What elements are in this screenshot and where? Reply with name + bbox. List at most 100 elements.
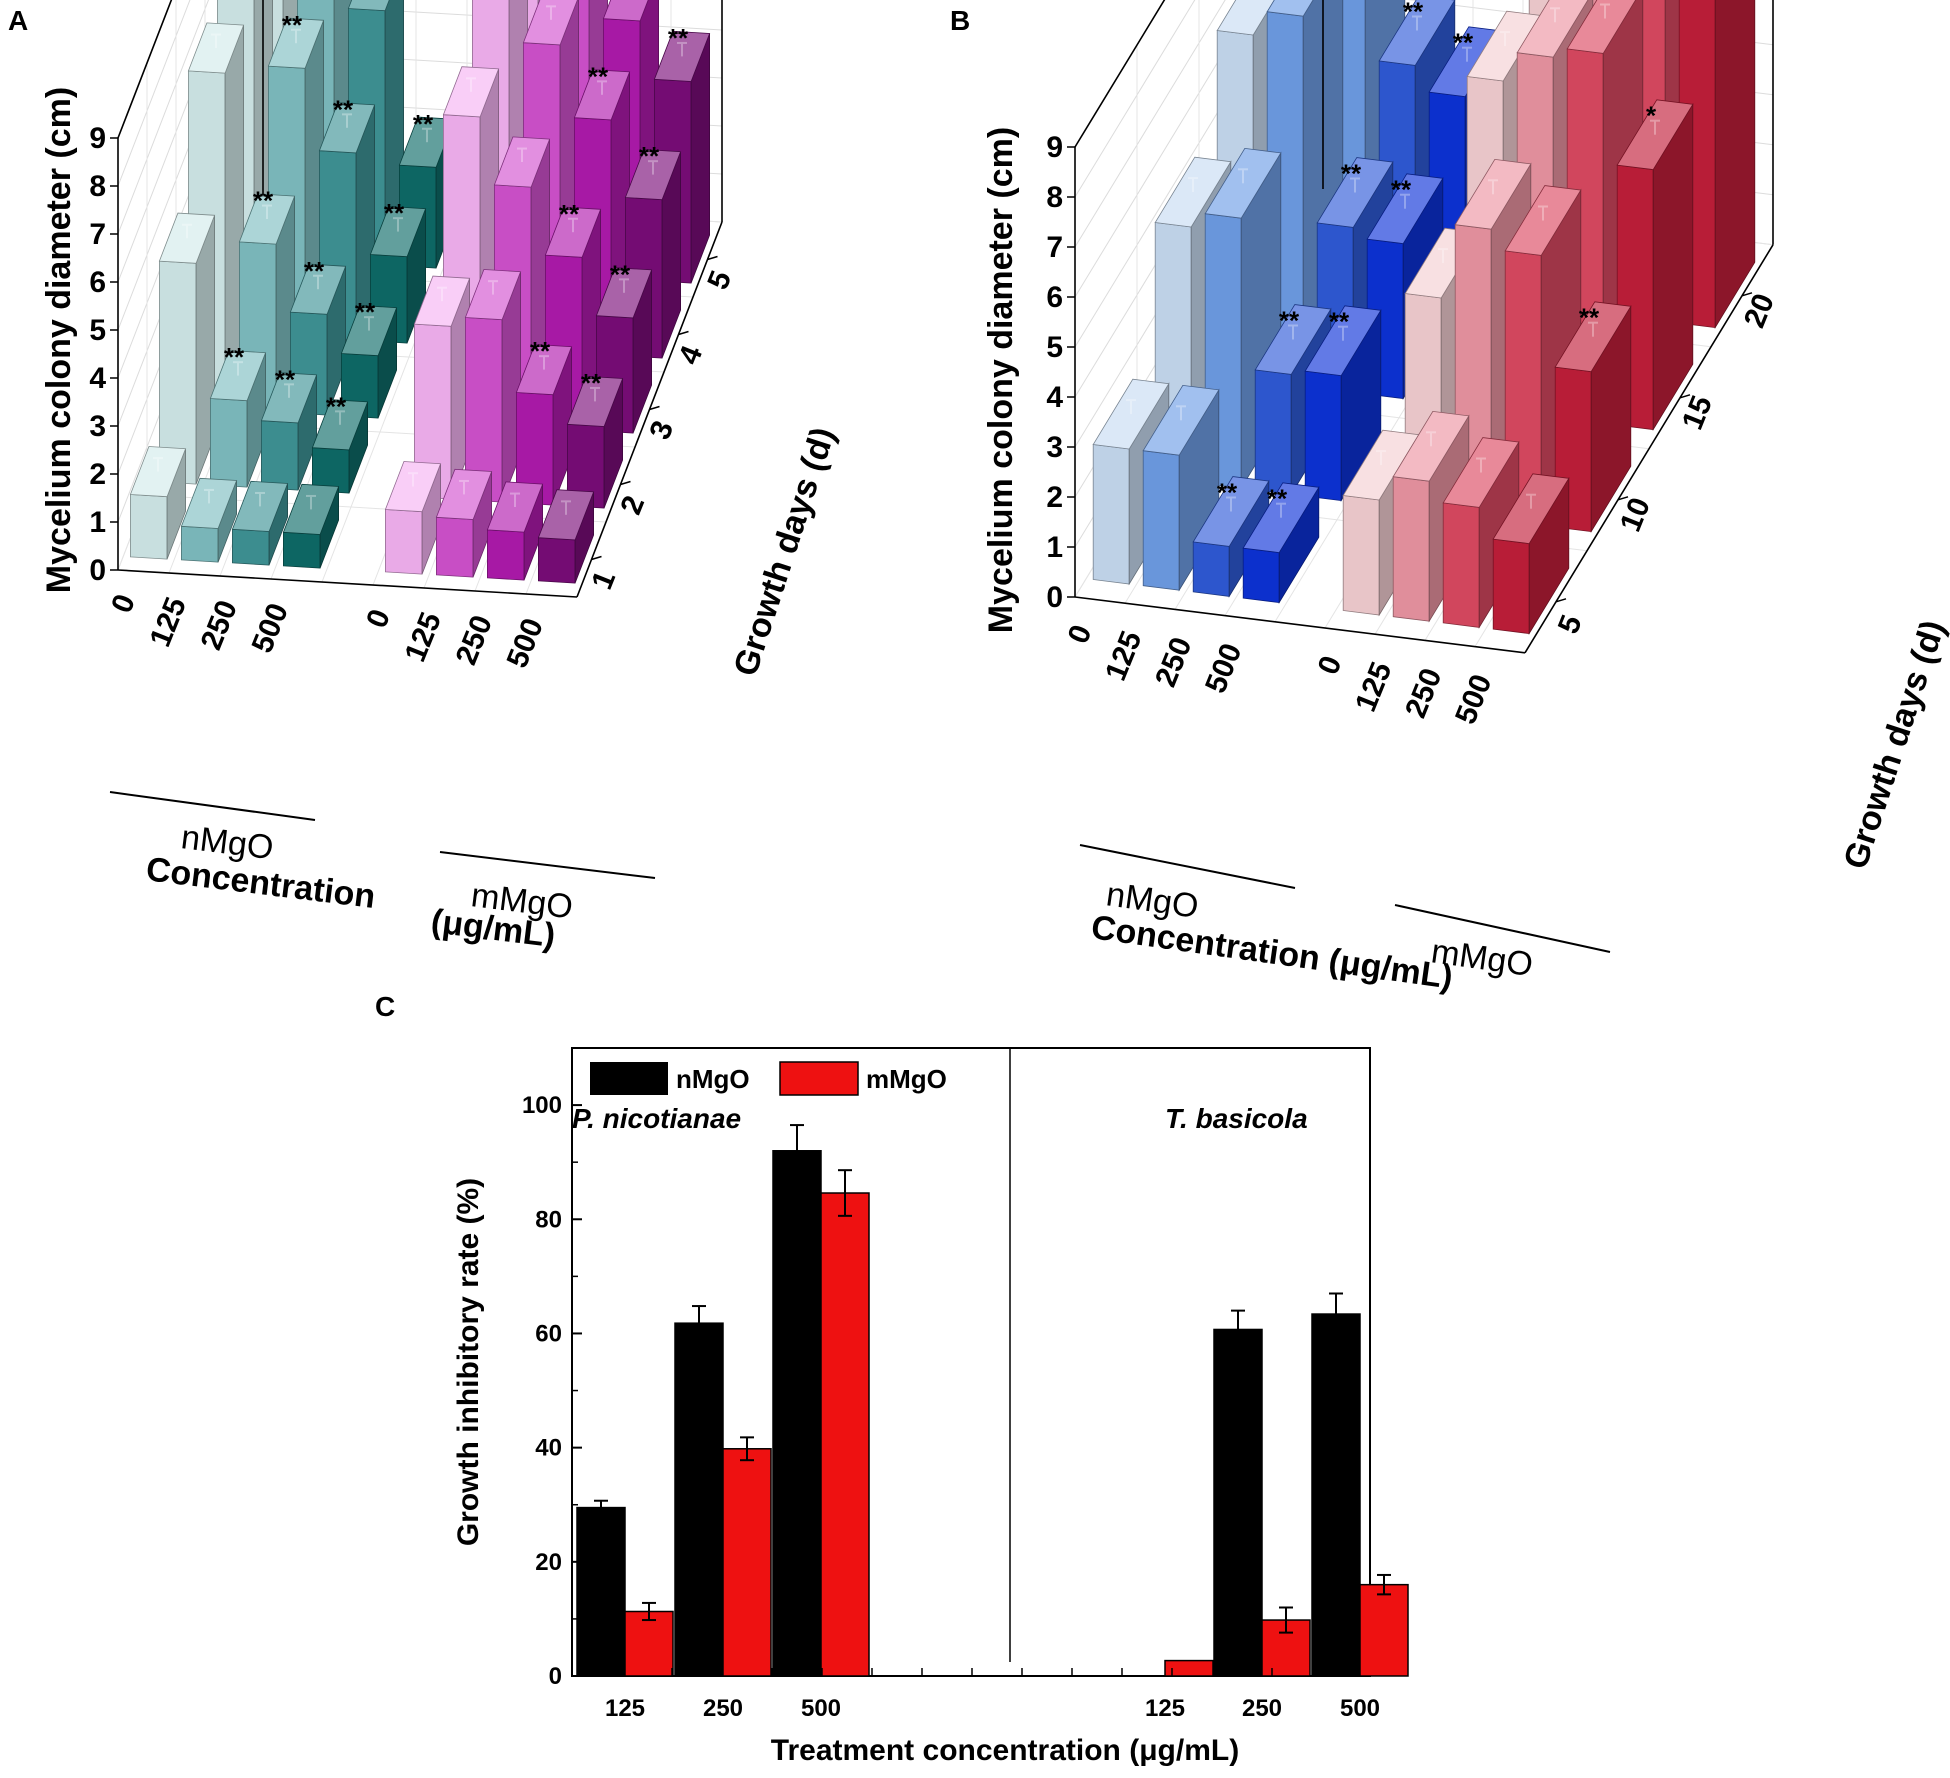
bar-front-face	[1392, 476, 1430, 622]
panel-c-bars	[576, 1124, 1409, 1677]
significance-marker: **	[1403, 0, 1424, 27]
bar-front-face	[1192, 541, 1230, 597]
bar-front-face	[129, 494, 168, 560]
bar-front-face	[1242, 547, 1280, 604]
z-tick-label: 7	[1046, 231, 1063, 264]
panel-a-frame	[117, 0, 723, 598]
bar-nmgo-0-day2	[158, 212, 216, 485]
legend-swatch-nmgo	[590, 1062, 668, 1095]
bar-top-face	[1616, 99, 1694, 171]
concentration-tick-label: 500	[501, 614, 550, 673]
bar-mmgo-500-day5	[1492, 473, 1570, 636]
panel-a-bars: ****************************************	[129, 0, 711, 584]
z-tick-label: 8	[89, 170, 106, 203]
bar-front-face	[538, 537, 576, 584]
frame-edge	[1524, 244, 1774, 654]
significance-marker: **	[1329, 307, 1350, 337]
x-tick-label: 500	[801, 1695, 841, 1722]
y-tick-label: 20	[535, 1549, 562, 1576]
day-tick-label: 1	[585, 566, 622, 594]
bar-mmgo-500-day2: **	[566, 368, 624, 509]
day-tick-mark	[620, 480, 631, 486]
z-tick-label: 8	[1046, 181, 1063, 214]
bar-nmgo-125	[576, 1506, 626, 1677]
bar-front-face	[1342, 495, 1380, 616]
x-tick-label: 125	[605, 1695, 645, 1722]
legend-swatch-mmgo	[779, 1061, 859, 1096]
significance-marker: **	[581, 368, 602, 398]
bar-front-face	[1142, 450, 1180, 591]
bar-side-face	[1714, 0, 1756, 330]
bar-top-face	[1378, 0, 1456, 66]
bar-nmgo-250	[674, 1322, 724, 1677]
panel-b-z-ticks: 0 1 2 3 4 5 6 7 8 9	[1046, 131, 1075, 614]
z-tick-label: 2	[89, 458, 106, 491]
panel-b-z-axis-label: Mycelium colony diameter (cm)	[982, 127, 1020, 633]
significance-marker: **	[610, 259, 631, 289]
y-tick-label: 60	[535, 1320, 562, 1347]
significance-marker: **	[275, 364, 296, 394]
z-tick-label: 6	[1046, 281, 1063, 314]
day-tick-label: 3	[643, 416, 680, 444]
x-tick-label: 250	[703, 1695, 743, 1722]
legend-label-mmgo: mMgO	[866, 1064, 947, 1094]
day-tick-mark	[649, 405, 660, 411]
frame-edge	[1074, 596, 1526, 654]
day-tick-label: 5	[701, 266, 738, 294]
gridline-z	[1074, 0, 1226, 248]
bar-nmgo-250-day5: **	[1192, 476, 1270, 598]
bar-top-face	[1266, 0, 1314, 17]
bar-nmgo-250-day1	[231, 480, 289, 566]
bar-mmgo-250	[722, 1448, 772, 1677]
panel-a: A 0 1 2 3 4 5 6 7 8 9 ** ** ** ** ** ** ** ** ** ** ** ** ** *…	[8, 0, 843, 955]
bar-mmgo-125-day2	[464, 269, 522, 503]
panel-a-z-ticks: 0 1 2 3 4 5 6 7 8 9	[89, 122, 118, 587]
day-tick-mark	[1741, 292, 1753, 297]
concentration-tick-label: 500	[1449, 670, 1498, 729]
panel-a-letter: A	[8, 5, 28, 36]
bar-top-face	[1216, 0, 1275, 36]
concentration-tick-label: 250	[1149, 633, 1198, 692]
panel-a-concentration-ticks: 0 125 250 500 0 125 250 500	[105, 590, 550, 673]
bar-front-face	[486, 529, 525, 581]
significance-marker: **	[304, 256, 325, 286]
bar-front-face	[1492, 538, 1530, 635]
bar-front-face	[384, 509, 423, 575]
bar-nmgo-0-day1	[129, 446, 187, 560]
panel-b-mmgo-underline	[1394, 904, 1611, 953]
gridline-z	[1074, 0, 1257, 298]
significance-marker: **	[253, 186, 274, 216]
bar-mmgo-500	[820, 1192, 870, 1677]
bar-front-face	[209, 398, 248, 488]
panel-c-legend: nMgO mMgO	[590, 1061, 947, 1096]
significance-marker: **	[355, 297, 376, 327]
bar-nmgo-500	[1311, 1313, 1361, 1677]
gridline-z	[1074, 0, 1196, 198]
concentration-tick-label: 250	[1399, 664, 1448, 723]
bar-nmgo-500	[772, 1150, 822, 1677]
x-tick-label: 125	[1145, 1695, 1185, 1722]
day-tick-label: 5	[1552, 611, 1589, 639]
bar-front-face	[282, 531, 321, 569]
concentration-tick-label: 0	[360, 605, 397, 633]
significance-marker: **	[333, 94, 354, 124]
bar-front-face	[1442, 502, 1480, 628]
bar-top-face	[537, 489, 595, 541]
bar-mmgo-125	[1164, 1659, 1214, 1677]
significance-marker: **	[1267, 484, 1288, 514]
species-label-t-basicola: T. basicola	[1165, 1103, 1308, 1134]
panel-a-day-axis-label: Growth days (d)	[726, 423, 842, 681]
panel-c: C 0 20 40 60 80 100 125 250 500 125 250 500 Growth…	[375, 991, 1409, 1767]
bar-front-face	[1254, 369, 1292, 495]
bar-front-face	[260, 420, 299, 491]
concentration-tick-label: 0	[105, 590, 142, 618]
significance-marker: **	[1279, 306, 1300, 336]
bar-nmgo-250-day2: **	[260, 364, 318, 491]
concentration-tick-label: 125	[1099, 627, 1148, 686]
significance-marker: **	[1453, 28, 1474, 58]
bar-top-face	[522, 0, 578, 46]
panel-a-mmgo-underline	[439, 851, 656, 879]
concentration-tick-label: 500	[246, 599, 295, 658]
